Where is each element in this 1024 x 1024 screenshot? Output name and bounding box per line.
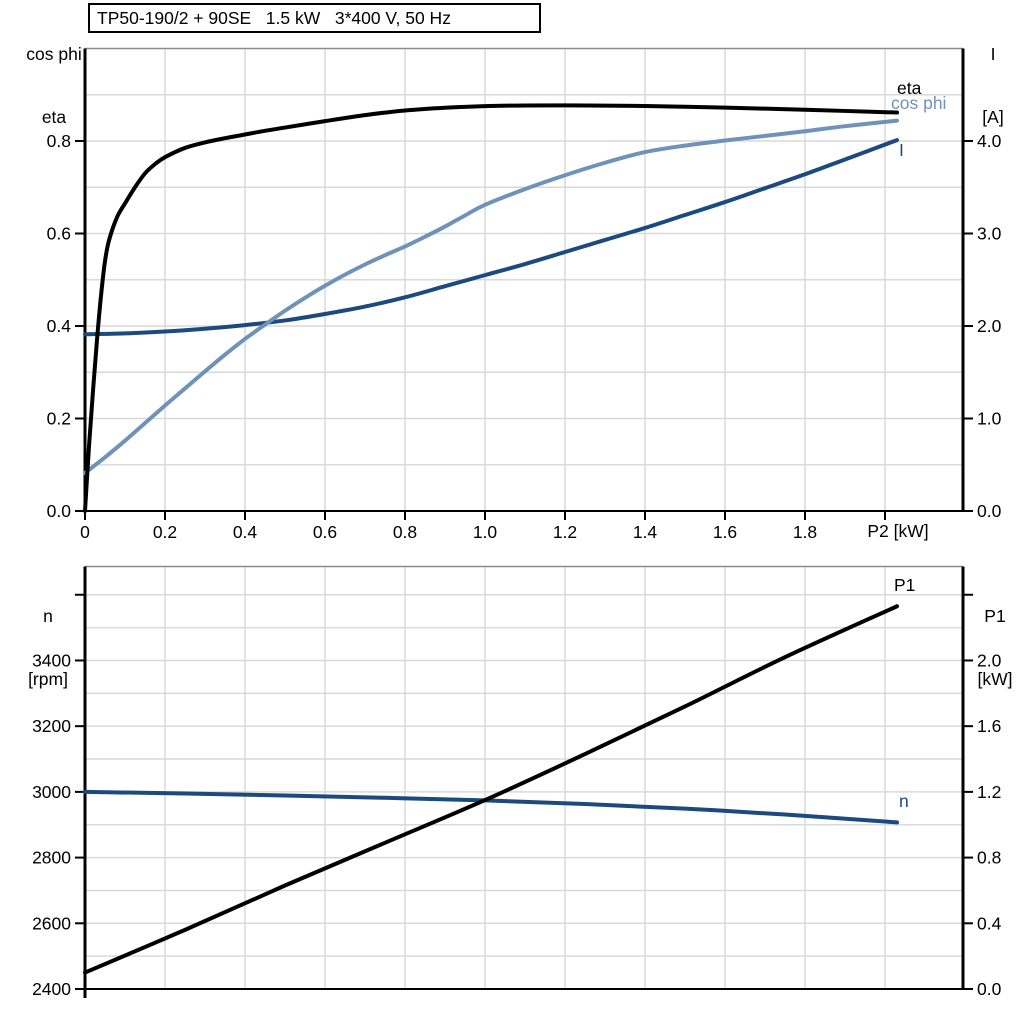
speed-axis-title: n bbox=[43, 606, 53, 626]
cos-phi-axis-title: cos phi bbox=[26, 44, 82, 64]
y-right-tick-label: 0.8 bbox=[977, 848, 1001, 868]
bottom-right-axis-title: P1 [kW] bbox=[966, 564, 1024, 732]
y-left-tick-label: 0.0 bbox=[47, 501, 72, 521]
chart-title-box: TP50-190/2 + 90SE 1.5 kW 3*400 V, 50 Hz bbox=[88, 3, 541, 33]
y-left-tick-label: 3000 bbox=[32, 782, 71, 802]
y-left-tick-label: 2600 bbox=[32, 913, 71, 933]
curve-i bbox=[83, 138, 899, 337]
x-tick-label: 1.0 bbox=[473, 522, 498, 542]
y-left-tick-label: 0.4 bbox=[47, 316, 72, 336]
x-tick-label: 1.8 bbox=[793, 522, 817, 542]
y-right-tick-label: 0.0 bbox=[977, 501, 1002, 521]
y-right-tick-label: 2.0 bbox=[977, 650, 1002, 670]
y-left-tick-label: 3200 bbox=[32, 716, 71, 736]
y-right-tick-label: 1.6 bbox=[977, 716, 1001, 736]
bottom-left-axis-title: n [rpm] bbox=[0, 564, 96, 732]
n-curve-label: n bbox=[899, 791, 909, 811]
x-tick-label: 0.6 bbox=[313, 522, 337, 542]
top-right-axis-title: I [A] bbox=[965, 2, 1021, 170]
x-tick-label: 0.2 bbox=[153, 522, 177, 542]
curve-p1 bbox=[83, 604, 899, 975]
curve-cos-phi bbox=[83, 118, 899, 476]
x-axis-label: P2 [kW] bbox=[867, 521, 929, 541]
y-right-tick-label: 1.2 bbox=[977, 782, 1001, 802]
current-axis-unit: [A] bbox=[982, 107, 1004, 127]
x-tick-label: 0.4 bbox=[233, 522, 258, 542]
y-right-tick-label: 0.4 bbox=[977, 913, 1002, 933]
y-left-tick-label: 3400 bbox=[32, 650, 71, 670]
p1-axis-title: P1 bbox=[984, 606, 1006, 626]
y-left-tick-label: 0.6 bbox=[47, 224, 71, 244]
eta-axis-title: eta bbox=[41, 107, 67, 127]
cos-phi-curve-label: cos phi bbox=[891, 93, 947, 113]
x-tick-label: 1.4 bbox=[633, 522, 658, 542]
speed-axis-unit: [rpm] bbox=[28, 669, 68, 689]
y-right-tick-label: 3.0 bbox=[977, 224, 1002, 244]
chart-title: TP50-190/2 + 90SE 1.5 kW 3*400 V, 50 Hz bbox=[97, 7, 451, 28]
current-axis-title: I bbox=[990, 44, 996, 64]
y-right-tick-label: 4.0 bbox=[977, 131, 1002, 151]
p1-curve-label: P1 bbox=[894, 575, 916, 595]
x-tick-label: 0.8 bbox=[393, 522, 417, 542]
p1-axis-unit: [kW] bbox=[977, 669, 1013, 689]
y-right-tick-label: 1.0 bbox=[977, 409, 1002, 429]
x-tick-label: 1.2 bbox=[553, 522, 577, 542]
y-left-tick-label: 0.8 bbox=[47, 131, 71, 151]
y-left-tick-label: 2800 bbox=[32, 848, 71, 868]
eta-curve-label: eta bbox=[897, 78, 922, 98]
y-right-tick-label: 2.0 bbox=[977, 316, 1002, 336]
y-left-tick-label: 0.2 bbox=[47, 409, 71, 429]
current-curve-label: I bbox=[899, 140, 904, 160]
curve-eta bbox=[83, 103, 899, 513]
x-tick-label: 0 bbox=[80, 522, 90, 542]
y-left-tick-label: 2400 bbox=[32, 979, 71, 999]
x-tick-label: 1.6 bbox=[713, 522, 737, 542]
y-right-tick-label: 0.0 bbox=[977, 979, 1002, 999]
top-left-axis-title: cos phi eta bbox=[0, 2, 108, 170]
